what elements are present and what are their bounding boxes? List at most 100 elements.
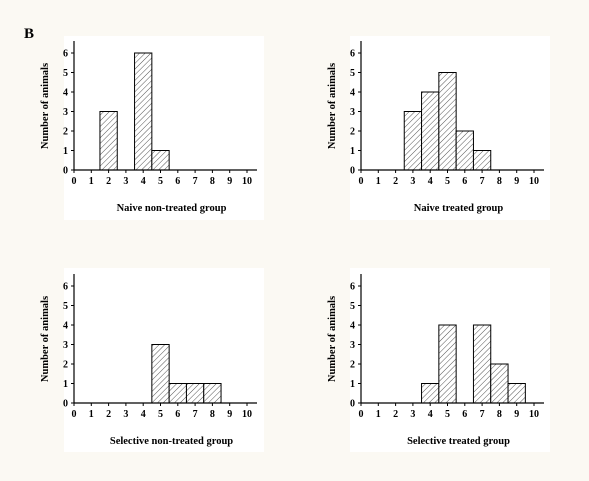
- x-tick-label: 9: [227, 409, 232, 420]
- x-tick-label: 2: [393, 409, 398, 420]
- x-tick-label: 7: [480, 409, 485, 420]
- bar: [99, 111, 118, 171]
- x-tick-label: 5: [445, 409, 450, 420]
- y-tick-label: 2: [350, 360, 355, 371]
- x-tick-label: 8: [497, 176, 502, 187]
- chart-panel-2: 0 1 2 3 4 5 6 7 8 9 10 0 1 2 3 4 5 6 Naive treated group Nu…: [327, 36, 550, 220]
- bar: [490, 363, 509, 404]
- x-tick-label: 5: [158, 176, 163, 187]
- x-tick-label: 4: [141, 409, 146, 420]
- x-tick-label: 3: [123, 176, 128, 187]
- bar: [168, 383, 187, 404]
- y-axis-label: Number of animals: [327, 296, 338, 382]
- bar: [151, 344, 170, 404]
- y-tick-label: 2: [63, 360, 68, 371]
- x-tick-label: 2: [106, 409, 111, 420]
- x-tick-label: 1: [89, 176, 94, 187]
- y-axis-label: Number of animals: [40, 63, 51, 149]
- y-tick-label: 5: [350, 301, 355, 312]
- bar: [472, 324, 492, 404]
- x-tick-label: 8: [210, 176, 215, 187]
- bar: [455, 130, 474, 171]
- bar: [203, 383, 222, 404]
- x-axis-label: Selective treated group: [407, 436, 510, 447]
- x-tick-label: 6: [175, 409, 180, 420]
- chart-panel-4: 0 1 2 3 4 5 6 7 8 9 10 0 1 2 3 4 5 6 Selective treated gro…: [327, 268, 550, 452]
- x-tick-label: 4: [428, 409, 433, 420]
- bar: [438, 72, 457, 171]
- x-tick-label: 3: [410, 176, 415, 187]
- x-tick-label: 3: [410, 409, 415, 420]
- x-tick-label: 7: [480, 176, 485, 187]
- bar: [421, 383, 440, 404]
- y-tick-label: 3: [350, 107, 355, 118]
- x-tick-label: 7: [193, 409, 198, 420]
- x-axis-label: Naive non-treated group: [117, 203, 227, 214]
- bar: [134, 52, 153, 171]
- chart-panel-3: 0 1 2 3 4 5 6 7 8 9 10 0 1 2 3 4 5 6 Selective non-treated…: [40, 268, 264, 452]
- y-tick-label: 6: [350, 282, 355, 293]
- figure-label: B: [24, 26, 34, 42]
- bar: [151, 150, 170, 171]
- bar: [507, 383, 526, 404]
- panel-background: [64, 36, 264, 220]
- y-axis-label: Number of animals: [40, 296, 51, 382]
- y-tick-label: 4: [63, 88, 68, 99]
- y-tick-label: 6: [63, 282, 68, 293]
- bar: [403, 111, 423, 171]
- bar: [472, 150, 492, 171]
- y-tick-label: 4: [350, 88, 355, 99]
- x-tick-label: 0: [359, 409, 364, 420]
- x-tick-label: 6: [175, 176, 180, 187]
- x-tick-label: 10: [529, 409, 539, 420]
- chart-panel-1: 0 1 2 3 4 5 6 7 8 9 10 0 1 2 3 4 5 6 Naive non-treated gro…: [40, 36, 264, 220]
- x-axis-label: Naive treated group: [414, 203, 504, 214]
- x-tick-label: 8: [210, 409, 215, 420]
- y-tick-label: 2: [63, 127, 68, 138]
- x-tick-label: 2: [106, 176, 111, 187]
- x-tick-label: 1: [376, 409, 381, 420]
- x-tick-label: 7: [193, 176, 198, 187]
- x-tick-label: 6: [462, 409, 467, 420]
- y-tick-label: 0: [350, 399, 355, 410]
- x-tick-label: 1: [376, 176, 381, 187]
- bar: [421, 91, 440, 171]
- x-tick-label: 3: [123, 409, 128, 420]
- y-tick-label: 6: [350, 49, 355, 60]
- x-tick-label: 5: [445, 176, 450, 187]
- y-tick-label: 4: [350, 321, 355, 332]
- y-tick-label: 1: [63, 379, 68, 390]
- x-tick-label: 10: [242, 176, 252, 187]
- x-tick-label: 9: [514, 176, 519, 187]
- x-tick-label: 4: [428, 176, 433, 187]
- y-tick-label: 1: [350, 379, 355, 390]
- y-tick-label: 1: [350, 146, 355, 157]
- y-tick-label: 3: [350, 340, 355, 351]
- x-tick-label: 10: [529, 176, 539, 187]
- x-tick-label: 4: [141, 176, 146, 187]
- x-tick-label: 10: [242, 409, 252, 420]
- x-tick-label: 9: [514, 409, 519, 420]
- y-tick-label: 0: [350, 166, 355, 177]
- x-tick-label: 2: [393, 176, 398, 187]
- bar: [185, 383, 205, 404]
- y-tick-label: 2: [350, 127, 355, 138]
- y-tick-label: 0: [63, 166, 68, 177]
- x-tick-label: 0: [359, 176, 364, 187]
- x-tick-label: 0: [72, 176, 77, 187]
- y-tick-label: 4: [63, 321, 68, 332]
- y-tick-label: 5: [63, 68, 68, 79]
- x-tick-label: 8: [497, 409, 502, 420]
- y-axis-label: Number of animals: [327, 63, 338, 149]
- x-tick-label: 5: [158, 409, 163, 420]
- y-tick-label: 0: [63, 399, 68, 410]
- x-tick-label: 1: [89, 409, 94, 420]
- x-tick-label: 0: [72, 409, 77, 420]
- bar: [438, 324, 457, 404]
- y-tick-label: 6: [63, 49, 68, 60]
- x-axis-label: Selective non-treated group: [110, 436, 233, 447]
- y-tick-label: 1: [63, 146, 68, 157]
- y-tick-label: 5: [350, 68, 355, 79]
